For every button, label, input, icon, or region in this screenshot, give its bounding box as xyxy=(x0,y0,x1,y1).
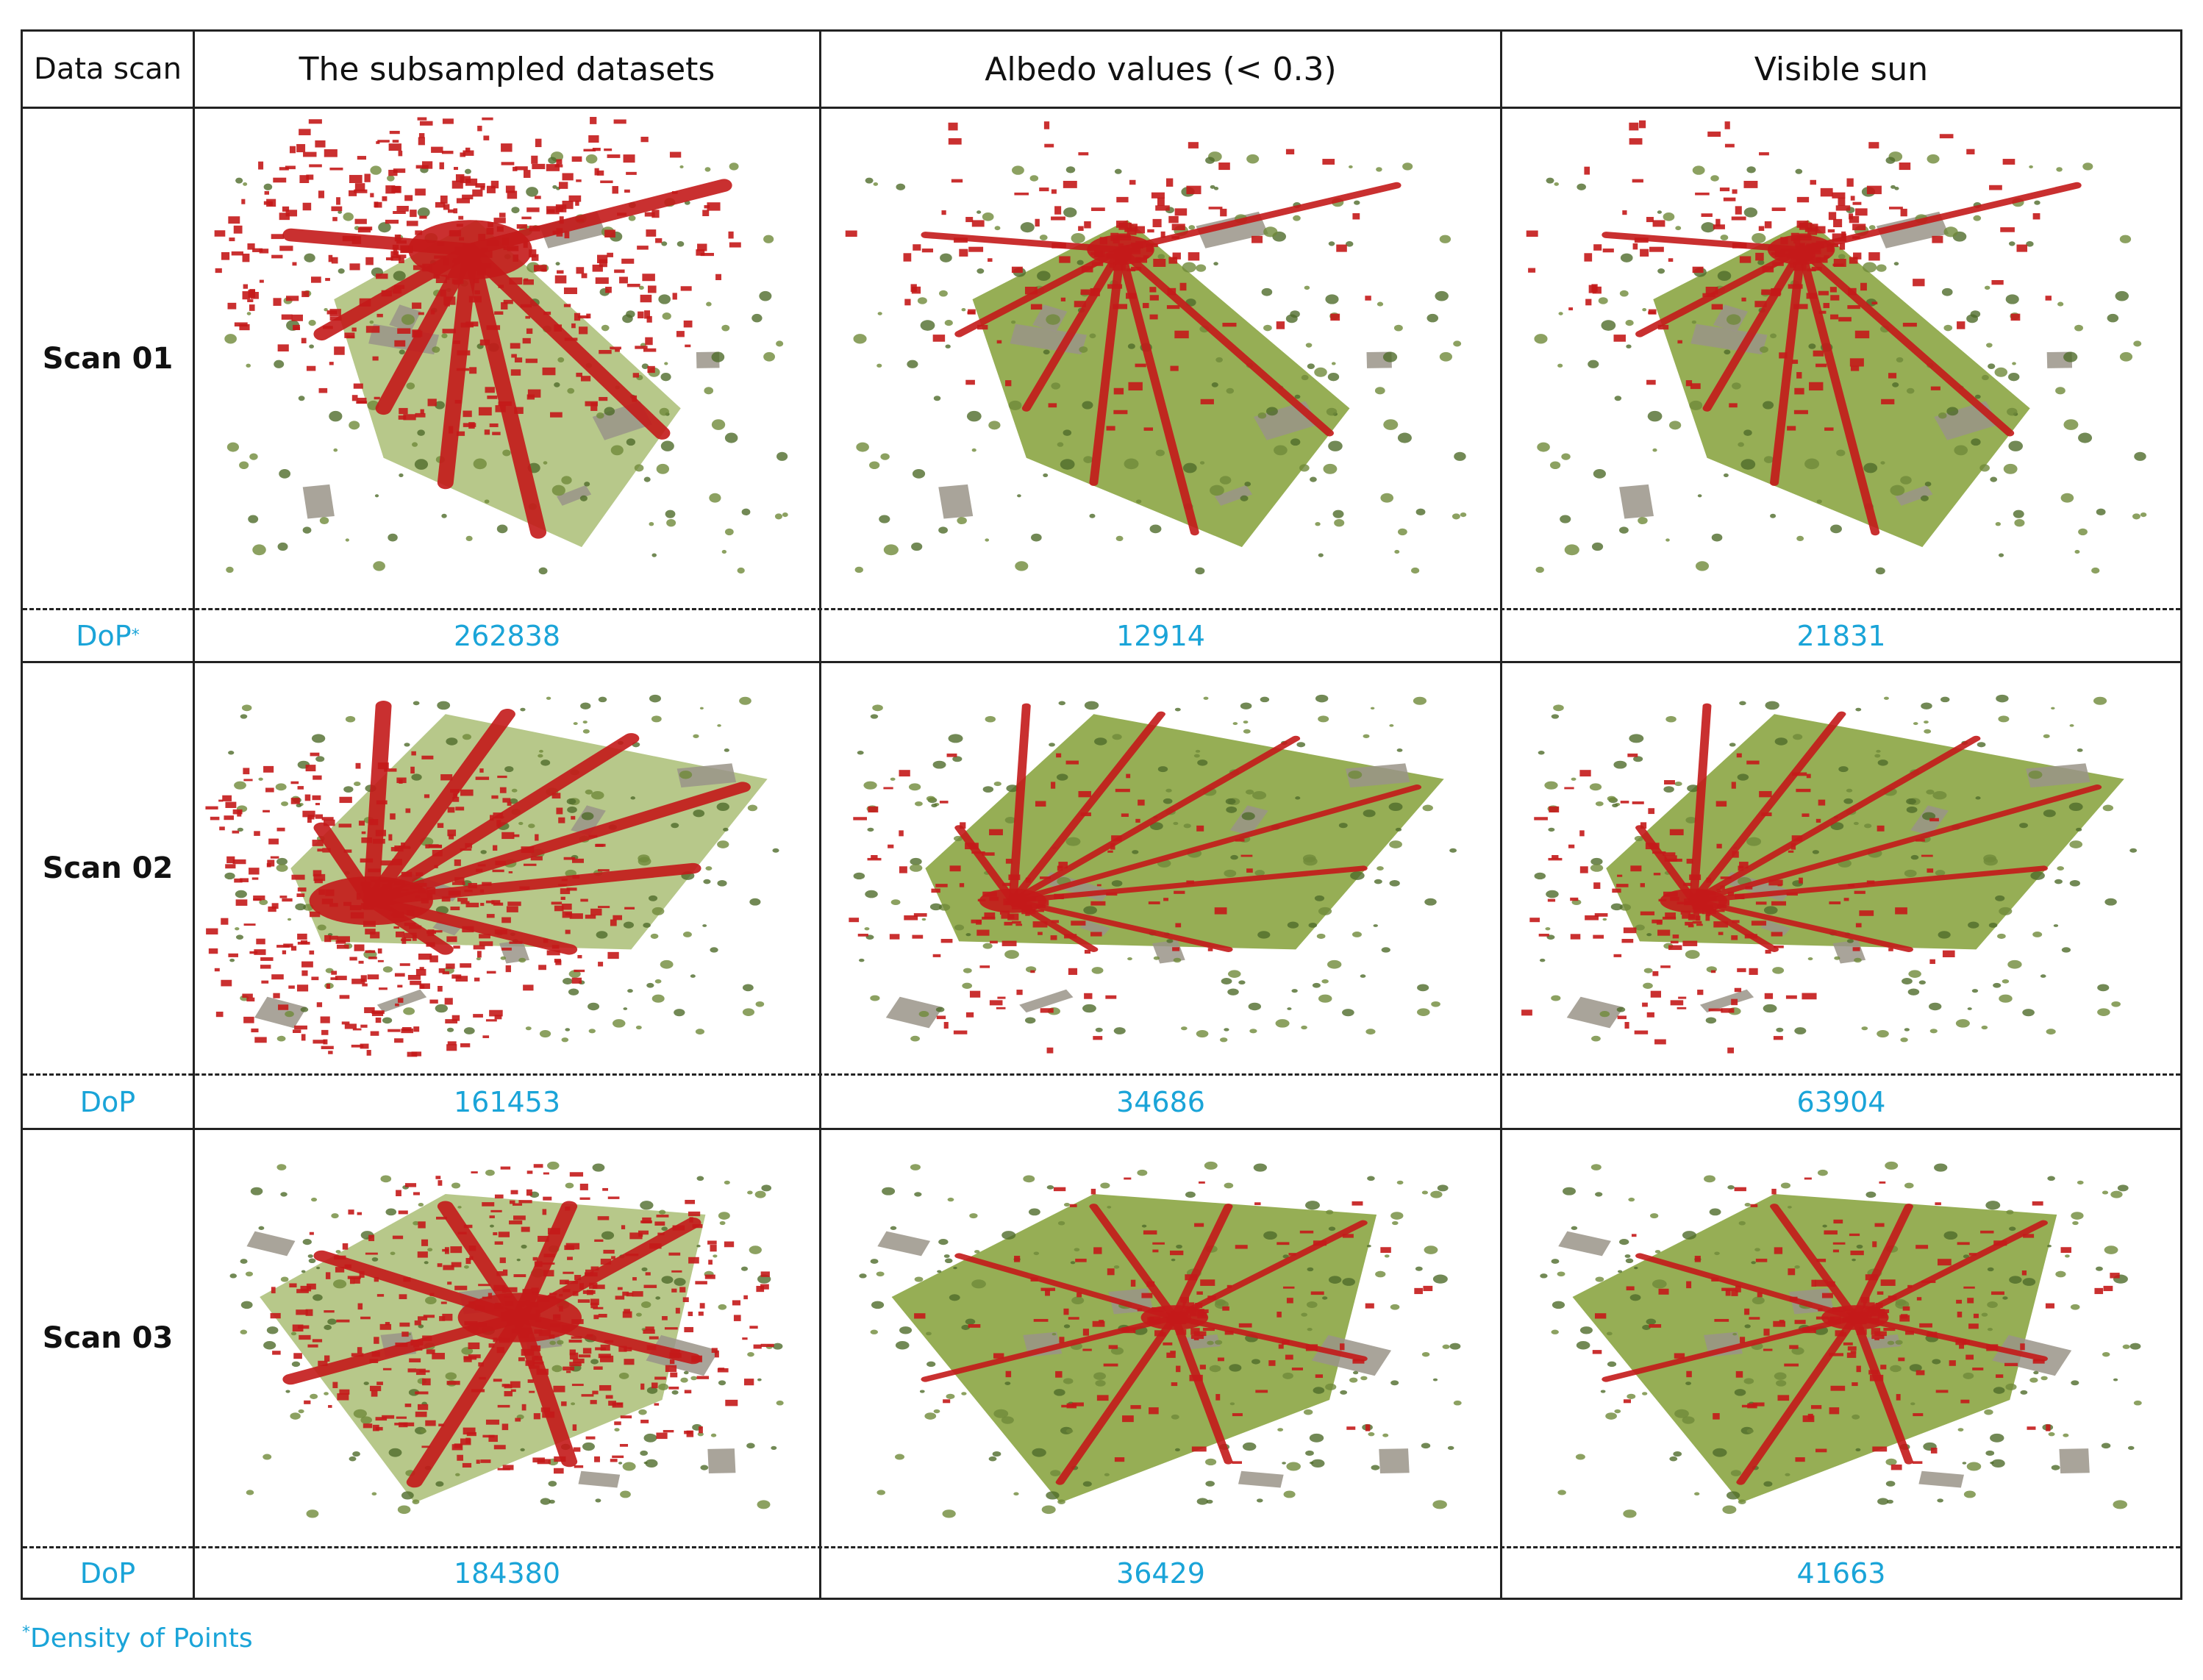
dop-label-2: DoP xyxy=(79,1085,136,1118)
dop-value-r1-c1: 262838 xyxy=(453,619,561,652)
pointcloud-render xyxy=(845,121,1467,575)
pointcloud-scan01-subsampled xyxy=(198,111,817,607)
dop-value-r1-c2: 12914 xyxy=(1116,619,1205,652)
pointcloud-scan03-visible-sun xyxy=(1505,1132,2178,1544)
dop-value-r3-c1: 184380 xyxy=(453,1556,561,1590)
header-visible-sun: Visible sun xyxy=(1754,50,1929,88)
footnote-marker: * xyxy=(22,1623,30,1642)
footnote-text: Density of Points xyxy=(30,1623,253,1654)
pointcloud-scan03-albedo xyxy=(824,1132,1498,1544)
pointcloud-render xyxy=(849,694,1457,1054)
dop-value-r3-c3: 41663 xyxy=(1796,1556,1886,1590)
figure-table: Data scan The subsampled datasets Albedo… xyxy=(21,29,2182,1600)
dop-value-r2-c2: 34686 xyxy=(1116,1085,1205,1118)
pointcloud-scan02-subsampled xyxy=(198,665,817,1071)
dop-value-r3-c2: 36429 xyxy=(1116,1556,1205,1590)
header-subsampled: The subsampled datasets xyxy=(299,50,715,88)
dop-label-3: DoP xyxy=(79,1556,136,1590)
row-label-scan-02: Scan 02 xyxy=(42,851,174,885)
pointcloud-scan03-subsampled xyxy=(198,1132,817,1544)
pointcloud-scan02-visible-sun xyxy=(1505,665,2178,1071)
dop-label-1: DoP * xyxy=(23,610,193,661)
row-label-scan-03: Scan 03 xyxy=(42,1321,174,1355)
dop-label-1-text: DoP xyxy=(76,619,132,652)
dop-value-r2-c3: 63904 xyxy=(1796,1085,1886,1118)
pointcloud-scan02-albedo xyxy=(824,665,1498,1071)
header-data-scan: Data scan xyxy=(34,52,182,86)
pointcloud-render xyxy=(205,694,779,1057)
dop-value-r2-c1: 161453 xyxy=(453,1085,561,1118)
pointcloud-render xyxy=(229,1161,784,1518)
pointcloud-render xyxy=(859,1161,1462,1518)
pointcloud-render xyxy=(1521,694,2138,1054)
pointcloud-render xyxy=(214,117,788,575)
footnote: *Density of Points xyxy=(22,1623,253,1654)
pointcloud-scan01-visible-sun xyxy=(1505,111,2178,607)
dop-label-1-marker: * xyxy=(131,626,140,645)
dop-value-r1-c3: 21831 xyxy=(1796,619,1886,652)
pointcloud-scan01-albedo xyxy=(824,111,1498,607)
row-label-scan-01: Scan 01 xyxy=(42,342,174,376)
pointcloud-render xyxy=(1540,1161,2142,1518)
header-albedo: Albedo values (< 0.3) xyxy=(985,50,1337,88)
pointcloud-render xyxy=(1526,120,2147,575)
